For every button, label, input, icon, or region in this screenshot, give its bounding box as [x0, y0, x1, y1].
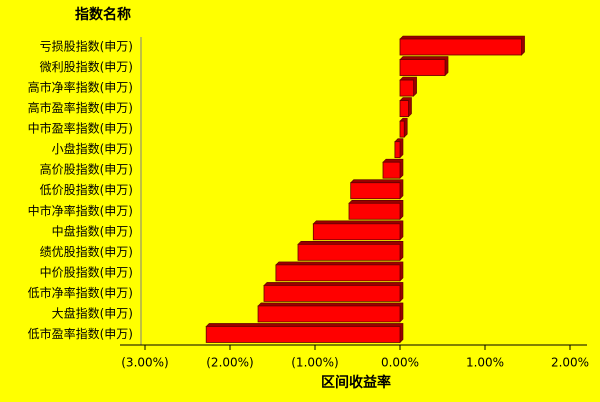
y-tick-label: 高价股指数(申万) — [40, 162, 133, 177]
bar-face — [394, 141, 401, 159]
bar-face — [399, 38, 522, 56]
bar — [399, 117, 408, 138]
y-tick-label: 中盘指数(申万) — [52, 223, 133, 238]
bar-face — [348, 202, 401, 220]
bar — [275, 261, 404, 282]
bar — [348, 199, 404, 220]
y-tick-label: 绩优股指数(申万) — [40, 244, 133, 259]
bar — [263, 282, 404, 303]
bar — [399, 76, 417, 97]
y-tick-label: 高市净率指数(申万) — [28, 80, 133, 95]
bar — [297, 241, 404, 262]
x-tick-label: 2.00% — [551, 356, 589, 370]
bar — [399, 35, 525, 56]
bar — [205, 323, 404, 344]
bar-face — [350, 182, 401, 200]
chart-title: 指数名称 — [75, 6, 131, 23]
y-tick-label: 高市盈率指数(申万) — [28, 100, 133, 115]
bar-face — [399, 59, 446, 76]
x-tick-label: (1.00%) — [291, 356, 338, 370]
bar-face — [399, 79, 415, 97]
x-tick-label: 1.00% — [466, 356, 504, 370]
y-tick-label: 低市盈率指数(申万) — [28, 326, 133, 341]
bar-face — [257, 305, 401, 323]
bar — [257, 302, 404, 323]
x-axis-title: 区间收益率 — [321, 374, 391, 391]
bar-face — [399, 100, 409, 117]
y-tick-label: 微利股指数(申万) — [40, 59, 133, 74]
bar — [349, 179, 404, 200]
x-tick-label: (2.00%) — [206, 356, 253, 370]
y-tick-label: 小盘指数(申万) — [52, 141, 133, 156]
bar-face — [263, 284, 401, 302]
bar-face — [312, 223, 401, 241]
x-tick-label: (3.00%) — [121, 356, 168, 370]
bar — [394, 138, 404, 159]
y-tick-label: 大盘指数(申万) — [52, 305, 133, 320]
y-tick-label: 中价股指数(申万) — [40, 264, 133, 279]
bar — [382, 158, 404, 179]
bar-face — [275, 264, 401, 282]
bar-face — [399, 120, 405, 138]
x-tick-label: 0.00% — [381, 356, 419, 370]
bar — [399, 56, 449, 77]
bar-face — [382, 161, 401, 179]
y-tick-label: 低市净率指数(申万) — [28, 285, 133, 300]
bar-face — [205, 326, 401, 343]
bar — [399, 97, 412, 118]
y-tick-label: 低价股指数(申万) — [40, 182, 133, 197]
bar-face — [297, 243, 401, 261]
bar — [312, 220, 404, 241]
y-tick-label: 中市净率指数(申万) — [28, 203, 133, 218]
y-tick-label: 亏损股指数(申万) — [40, 39, 133, 54]
y-tick-label: 中市盈率指数(申万) — [28, 121, 133, 136]
